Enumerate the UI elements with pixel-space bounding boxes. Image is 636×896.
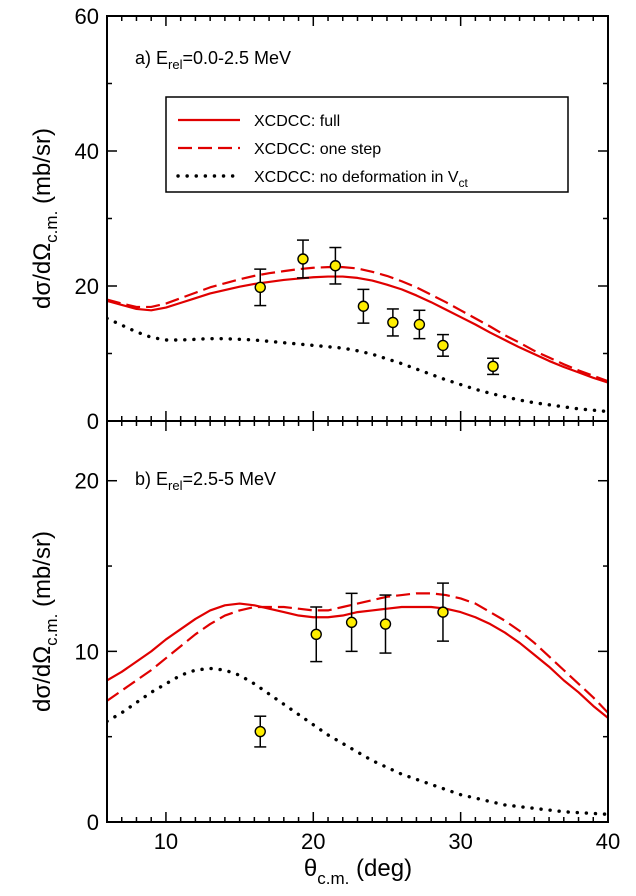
curves xyxy=(107,266,608,414)
data-point xyxy=(386,308,399,337)
x-tick-label: 20 xyxy=(301,829,325,854)
series-one_step xyxy=(107,266,608,383)
curves xyxy=(107,592,608,817)
panel-label-prefix: a) E xyxy=(135,48,168,68)
data-marker xyxy=(387,316,399,329)
y-tick-label: 20 xyxy=(75,469,99,494)
panel-label: b) Erel=2.5-5 MeV xyxy=(135,469,276,493)
data-point xyxy=(413,309,426,340)
panel-label-sub: rel xyxy=(168,478,183,493)
y-axis-title-main: dσ/dΩ xyxy=(29,243,56,309)
data-point xyxy=(254,268,267,307)
data-point xyxy=(329,246,342,285)
data-point xyxy=(296,239,309,279)
panel-label: a) Erel=0.0-2.5 MeV xyxy=(135,48,291,72)
panel-label-suffix: =0.0-2.5 MeV xyxy=(182,48,291,68)
y-axis-title-unit: (mb/sr) xyxy=(29,531,56,614)
data-point xyxy=(379,594,392,654)
data-marker xyxy=(357,300,370,312)
legend-label: XCDCC: one step xyxy=(254,141,381,158)
legend-label-sub: ct xyxy=(459,176,469,190)
data-point xyxy=(436,582,449,642)
series-no_def xyxy=(107,316,608,414)
y-tick-label: 0 xyxy=(87,810,99,835)
x-axis-title: θc.m. (deg) xyxy=(304,855,412,888)
y-tick-label: 0 xyxy=(87,409,99,434)
data-marker xyxy=(254,725,266,738)
legend-label: XCDCC: no deformation in Vct xyxy=(254,169,469,190)
x-tick-label: 10 xyxy=(154,829,178,854)
series-full xyxy=(107,602,608,719)
data-point xyxy=(487,357,500,376)
series-no_def xyxy=(107,666,608,817)
panel-label-suffix: =2.5-5 MeV xyxy=(182,469,276,489)
y-axis-title: dσ/dΩc.m. (mb/sr) xyxy=(29,128,61,309)
x-tick-label: 30 xyxy=(448,829,472,854)
data-marker xyxy=(310,628,322,640)
legend-label-main: XCDCC: no deformation in V xyxy=(254,169,459,186)
data-marker xyxy=(254,281,266,294)
data-point xyxy=(345,592,358,653)
x-tick-label: 40 xyxy=(596,829,620,854)
panel-label-sub: rel xyxy=(168,57,183,72)
data-marker xyxy=(329,260,342,272)
y-axis-title: dσ/dΩc.m. (mb/sr) xyxy=(29,531,61,712)
data-marker xyxy=(345,616,358,629)
y-tick-label: 60 xyxy=(75,4,99,29)
data-point xyxy=(436,333,449,357)
series-full xyxy=(107,275,608,384)
y-axis-title-sub: c.m. xyxy=(42,211,61,243)
x-axis-title-text: θc.m. (deg) xyxy=(304,855,412,888)
data-marker xyxy=(437,606,449,618)
data-marker xyxy=(297,253,309,265)
y-tick-label: 40 xyxy=(75,139,99,164)
legend-label: XCDCC: full xyxy=(254,113,340,130)
x-axis-title-main: θ xyxy=(304,855,317,882)
y-axis-title-main: dσ/dΩ xyxy=(29,646,56,712)
data-point xyxy=(254,715,267,748)
y-axis-title-sub: c.m. xyxy=(42,614,61,646)
panel-frame xyxy=(106,420,609,823)
data-marker xyxy=(487,360,499,373)
panel-a: 0 20 40 60 a) Erel=0.0-2.5 MeV dσ/dΩc.m. (mb/… xyxy=(29,4,609,434)
x-axis-title-unit: (deg) xyxy=(349,855,412,882)
y-tick-label: 20 xyxy=(75,274,99,299)
y-axis-title-unit: (mb/sr) xyxy=(29,128,56,211)
data-point xyxy=(357,288,370,324)
legend: XCDCC: full XCDCC: one step XCDCC: no defo… xyxy=(165,96,569,193)
data-point xyxy=(310,606,323,663)
series-one_step xyxy=(107,592,608,714)
panel-b: 0 10 20 b) Erel=2.5-5 MeV dσ/dΩc.m. (mb/sr) 1… xyxy=(29,420,620,854)
data-marker xyxy=(413,318,426,331)
data-marker xyxy=(437,339,449,352)
panel-label-prefix: b) E xyxy=(135,469,168,489)
y-tick-label: 10 xyxy=(75,639,99,664)
x-axis-title-sub: c.m. xyxy=(317,869,349,888)
data-marker xyxy=(379,618,392,630)
panel-frame xyxy=(106,15,609,422)
